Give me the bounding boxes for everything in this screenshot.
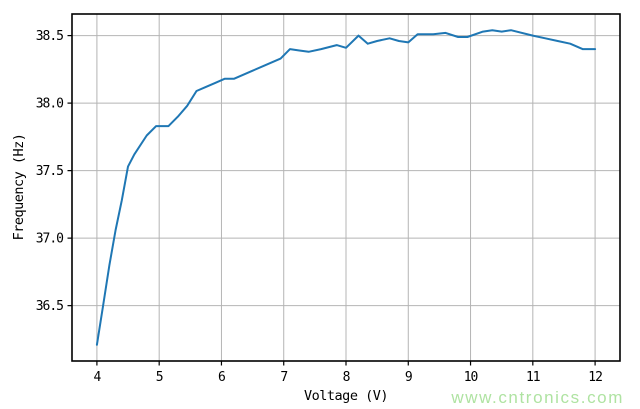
- x-tick-label: 12: [588, 370, 602, 385]
- x-tick-label: 8: [343, 370, 350, 385]
- frequency-curve: [95, 29, 597, 346]
- x-tick-label: 5: [156, 370, 163, 385]
- y-tick-label: 37.0: [36, 232, 63, 247]
- y-tick-label: 37.5: [36, 164, 63, 179]
- x-tick-label: 11: [526, 370, 540, 385]
- y-axis-label: Frequency (Hz): [11, 133, 27, 241]
- x-tick-label: 4: [93, 370, 101, 385]
- x-tick-label: 10: [464, 370, 478, 385]
- y-tick-label: 36.5: [36, 299, 63, 314]
- x-tick-label: 9: [405, 370, 412, 385]
- y-tick-label: 38.5: [36, 29, 63, 44]
- watermark: www.cntronics.com: [451, 388, 624, 407]
- x-tick-label: 6: [218, 370, 225, 385]
- y-tick-label: 38.0: [36, 97, 63, 112]
- x-axis-label: Voltage (V): [304, 388, 388, 404]
- x-tick-label: 7: [280, 370, 287, 385]
